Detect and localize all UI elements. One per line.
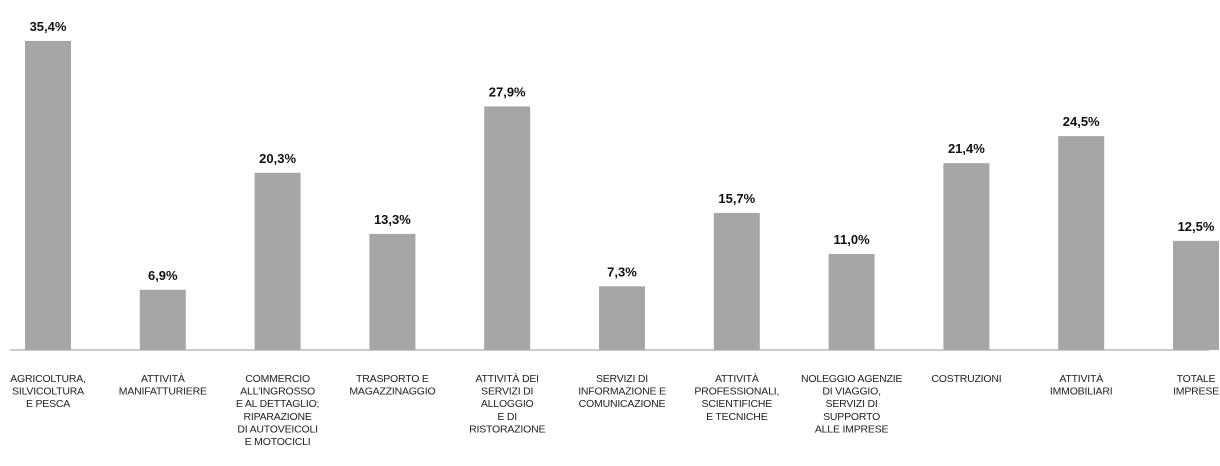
value-label: 13,3%: [374, 212, 411, 227]
bar: [139, 289, 186, 350]
category-label: ALLE IMPRESE: [815, 423, 889, 435]
bar: [599, 286, 645, 350]
value-label: 12,5%: [1178, 219, 1215, 234]
bar: [484, 106, 531, 350]
category-label: E DI: [497, 411, 517, 423]
category-label: E AL DETTAGLIO;: [236, 398, 319, 410]
category-label: SCIENTIFICHE: [702, 398, 773, 410]
category-label: MANIFATTURIERE: [119, 386, 207, 398]
category-label: AGRICOLTURA,: [10, 373, 86, 385]
category-label: DI AUTOVEICOLI: [237, 423, 317, 435]
category-label: RIPARAZIONE: [243, 411, 311, 423]
value-label: 27,9%: [489, 84, 526, 99]
category-label: COMUNICAZIONE: [579, 398, 666, 410]
value-label: 7,3%: [607, 264, 637, 279]
category-label: E MOTOCICLI: [245, 436, 311, 448]
category-label: COMMERCIO: [245, 373, 310, 385]
category-label: COSTRUZIONI: [931, 373, 1001, 385]
category-label: MAGAZZINAGGIO: [349, 386, 435, 398]
category-label: TRASPORTO E: [356, 373, 429, 385]
category-label: ATTIVITÀ: [141, 372, 185, 385]
category-label: SUPPORTO: [823, 411, 880, 423]
value-label: 11,0%: [834, 232, 871, 247]
value-label: 20,3%: [259, 151, 296, 166]
category-label: SERVIZI DI: [481, 386, 533, 398]
bar: [713, 212, 760, 350]
category-label: TOTALE: [1177, 373, 1216, 385]
category-label: ALL'INGROSSO: [240, 386, 315, 398]
category-label: DI VIAGGIO,: [822, 386, 880, 398]
category-label: RISTORAZIONE: [469, 423, 545, 435]
category-label: SERVIZI DI: [826, 398, 878, 410]
category-label: PROFESSIONALI,: [694, 386, 779, 398]
category-label: IMMOBILIARI: [1050, 386, 1113, 398]
bar: [828, 253, 875, 350]
value-label: 21,4%: [948, 141, 985, 156]
category-label: ATTIVITÀ: [715, 372, 759, 385]
category-label: ALLOGGIO: [481, 398, 534, 410]
value-label: 35,4%: [30, 19, 67, 34]
bar: [1058, 136, 1105, 350]
bar: [369, 233, 416, 350]
value-label: 24,5%: [1063, 114, 1100, 129]
category-label: E PESCA: [26, 398, 70, 410]
bar: [254, 172, 301, 350]
category-label: SILVICOLTURA: [12, 386, 84, 398]
category-label: ATTIVITÀ DEI: [476, 372, 539, 385]
bar: [25, 40, 71, 350]
category-label: IMPRESE: [1173, 386, 1219, 398]
bar: [1173, 240, 1219, 350]
category-label: E TECNICHE: [706, 411, 768, 423]
value-label: 15,7%: [718, 191, 755, 206]
category-label: SERVIZI DI: [596, 373, 648, 385]
category-label: INFORMAZIONE E: [578, 386, 666, 398]
category-label: ATTIVITÀ: [1059, 372, 1103, 385]
bar: [943, 163, 990, 350]
value-label: 6,9%: [148, 268, 178, 283]
category-label: NOLEGGIO AGENZIE: [801, 373, 902, 385]
